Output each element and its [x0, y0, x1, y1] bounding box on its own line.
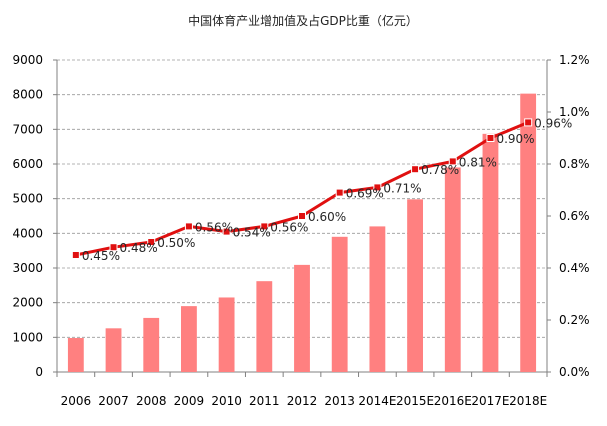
y-tick-label: 7000 [12, 122, 43, 136]
data-label: 0.48% [120, 241, 158, 255]
data-label: 0.54% [233, 226, 271, 240]
data-label: 0.45% [82, 249, 120, 263]
y-tick-label: 5000 [12, 192, 43, 206]
x-tick-label: 2015E [396, 394, 434, 408]
data-label: 0.56% [195, 220, 233, 234]
bar [444, 167, 461, 372]
x-tick-label: 2014E [358, 394, 396, 408]
bar [520, 93, 537, 373]
y2-tick-label: 0.2% [559, 313, 590, 327]
x-tick-label: 2008 [136, 394, 167, 408]
y-tick-label: 9000 [12, 53, 43, 67]
line-point [222, 227, 231, 236]
bar [369, 226, 386, 372]
bar [294, 264, 310, 372]
y-tick-label: 6000 [12, 157, 43, 171]
x-tick-label: 2016E [434, 394, 472, 408]
bar [143, 317, 160, 372]
x-axis-ticks: 2006 2007 2008 2009 2010 2011 2012 2013 2014E 201… [61, 394, 548, 408]
y2-tick-label: 1.0% [559, 105, 590, 119]
bar [482, 133, 499, 372]
line-point [411, 165, 420, 174]
line-point [109, 243, 118, 252]
y-tick-label: 8000 [12, 88, 43, 102]
bar-series [67, 93, 537, 373]
data-label: 0.60% [308, 210, 346, 224]
y2-tick-label: 1.2% [559, 53, 590, 67]
data-label: 0.78% [421, 163, 459, 177]
y-tick-label: 1000 [12, 330, 43, 344]
x-tick-label: 2010 [211, 394, 242, 408]
y-tick-label: 4000 [12, 226, 43, 240]
line-series [71, 118, 533, 259]
x-tick-label: 2013 [324, 394, 355, 408]
line-point [184, 222, 193, 231]
line-point [335, 188, 344, 197]
y-tick-label: 2000 [12, 296, 43, 310]
bar [331, 236, 348, 372]
bar [218, 297, 235, 372]
x-tick-label: 2018E [509, 394, 547, 408]
data-label: 0.69% [346, 187, 384, 201]
y-tick-label: 0 [35, 365, 43, 379]
x-tick-label: 2007 [98, 394, 129, 408]
line-point [71, 251, 80, 259]
y2-tick-label: 0.4% [559, 261, 590, 275]
bar [407, 199, 423, 372]
data-label: 0.90% [496, 132, 534, 146]
y2-tick-label: 0.0% [559, 365, 590, 379]
y2-tick-label: 0.6% [559, 209, 590, 223]
x-tick-label: 2012 [287, 394, 318, 408]
y-tick-label: 3000 [12, 261, 43, 275]
bar [181, 306, 197, 372]
x-tick-label: 2011 [249, 394, 280, 408]
x-tick-label: 2017E [471, 394, 509, 408]
y2-tick-label: 0.8% [559, 157, 590, 171]
bar [67, 338, 84, 372]
data-label: 0.50% [157, 236, 195, 250]
data-label: 0.56% [270, 220, 308, 234]
line-point [373, 183, 382, 192]
data-label: 0.96% [534, 116, 572, 130]
y-axis-right-ticks: 0.0% 0.2% 0.4% 0.6% 0.8% 1.0% 1.2% [559, 53, 590, 379]
line-point [486, 134, 495, 142]
line-point [524, 118, 533, 127]
x-tick-label: 2006 [61, 394, 92, 408]
data-label: 0.71% [383, 181, 421, 195]
data-label: 0.81% [459, 155, 497, 169]
line-point [298, 212, 306, 220]
chart-title: 中国体育产业增加值及占GDP比重（亿元） [188, 13, 418, 28]
bar [105, 328, 122, 372]
y-axis-left-ticks: 0 1000 2000 3000 4000 5000 6000 7000 8000 9000 [12, 53, 43, 379]
x-tick-label: 2009 [174, 394, 205, 408]
line-point [260, 222, 269, 231]
line-point [448, 157, 457, 166]
data-labels: 0.45%0.48% 0.50%0.56% 0.54% 0.56%0.60%0.69%… [82, 116, 572, 263]
bar [256, 281, 273, 372]
line-point [147, 238, 156, 246]
